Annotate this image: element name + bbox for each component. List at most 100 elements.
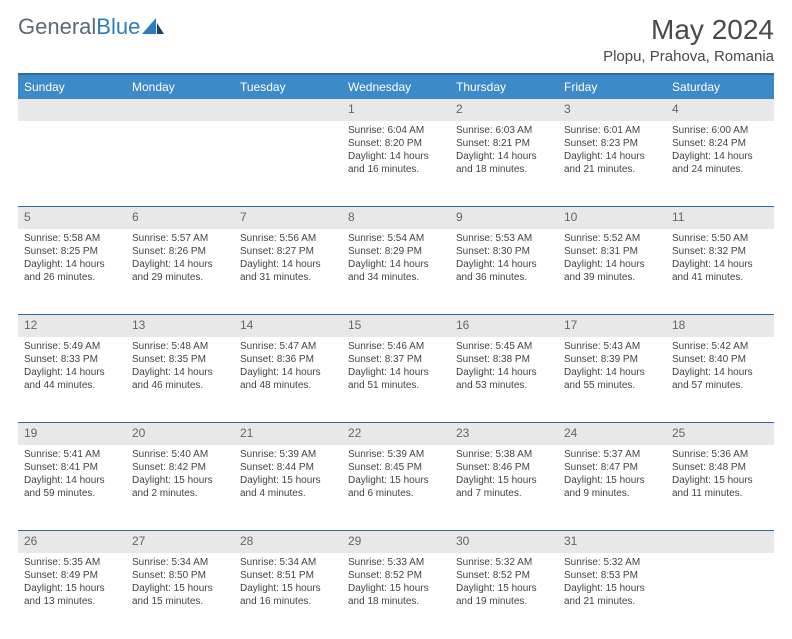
day-number: 9 bbox=[450, 207, 558, 229]
daylight-line: Daylight: 15 hours and 19 minutes. bbox=[456, 582, 552, 608]
day-cell: Sunrise: 5:43 AMSunset: 8:39 PMDaylight:… bbox=[558, 337, 666, 423]
brand-part2: Blue bbox=[96, 14, 140, 39]
sunrise-line: Sunrise: 5:42 AM bbox=[672, 340, 768, 353]
daylight-line: Daylight: 14 hours and 48 minutes. bbox=[240, 366, 336, 392]
day-number: 1 bbox=[342, 99, 450, 121]
content-row: Sunrise: 5:41 AMSunset: 8:41 PMDaylight:… bbox=[18, 445, 774, 531]
day-number: 3 bbox=[558, 99, 666, 121]
sunrise-line: Sunrise: 5:50 AM bbox=[672, 232, 768, 245]
day-cell: Sunrise: 5:41 AMSunset: 8:41 PMDaylight:… bbox=[18, 445, 126, 531]
daylight-line: Daylight: 15 hours and 18 minutes. bbox=[348, 582, 444, 608]
sunrise-line: Sunrise: 6:00 AM bbox=[672, 124, 768, 137]
calendar-table: SundayMondayTuesdayWednesdayThursdayFrid… bbox=[18, 75, 774, 639]
sunset-line: Sunset: 8:52 PM bbox=[456, 569, 552, 582]
sunrise-line: Sunrise: 5:54 AM bbox=[348, 232, 444, 245]
day-cell: Sunrise: 5:32 AMSunset: 8:53 PMDaylight:… bbox=[558, 553, 666, 639]
day-cell: Sunrise: 5:34 AMSunset: 8:51 PMDaylight:… bbox=[234, 553, 342, 639]
daynum-row: 567891011 bbox=[18, 207, 774, 229]
sunset-line: Sunset: 8:45 PM bbox=[348, 461, 444, 474]
dow-header: Saturday bbox=[666, 75, 774, 99]
location-text: Plopu, Prahova, Romania bbox=[603, 48, 774, 65]
sunset-line: Sunset: 8:36 PM bbox=[240, 353, 336, 366]
daylight-line: Daylight: 14 hours and 57 minutes. bbox=[672, 366, 768, 392]
calendar-body: 12 34 Sunrise: 6:04 AMSunset: 8:20 PM Dayl… bbox=[18, 99, 774, 639]
sunrise-line: Sunrise: 5:57 AM bbox=[132, 232, 228, 245]
day-cell bbox=[126, 121, 234, 207]
daylight-line: Daylight: 14 hours and 21 minutes. bbox=[564, 150, 660, 176]
sunset-line: Sunset: 8:47 PM bbox=[564, 461, 660, 474]
dow-header: Monday bbox=[126, 75, 234, 99]
daylight-line: Daylight: 14 hours and 44 minutes. bbox=[24, 366, 120, 392]
sunrise-line: Sunrise: 5:53 AM bbox=[456, 232, 552, 245]
sunset-line: Sunset: 8:31 PM bbox=[564, 245, 660, 258]
daylight-line: Daylight: 15 hours and 15 minutes. bbox=[132, 582, 228, 608]
day-number: 31 bbox=[558, 531, 666, 553]
day-cell: Sunrise: 5:48 AMSunset: 8:35 PMDaylight:… bbox=[126, 337, 234, 423]
daylight-line: Daylight: 14 hours and 31 minutes. bbox=[240, 258, 336, 284]
day-number: 4 bbox=[666, 99, 774, 121]
daylight-line: Daylight: 15 hours and 7 minutes. bbox=[456, 474, 552, 500]
sunset-line: Sunset: 8:52 PM bbox=[348, 569, 444, 582]
sunrise-line: Sunrise: 5:39 AM bbox=[240, 448, 336, 461]
sunrise-line: Sunrise: 6:04 AM bbox=[348, 124, 444, 137]
dow-row: SundayMondayTuesdayWednesdayThursdayFrid… bbox=[18, 75, 774, 99]
day-cell: Sunrise: 5:32 AMSunset: 8:52 PMDaylight:… bbox=[450, 553, 558, 639]
sunrise-line: Sunrise: 5:32 AM bbox=[456, 556, 552, 569]
sunrise-line: Sunrise: 5:47 AM bbox=[240, 340, 336, 353]
day-number: 22 bbox=[342, 423, 450, 445]
day-number: 14 bbox=[234, 315, 342, 337]
sunrise-line: Sunrise: 5:33 AM bbox=[348, 556, 444, 569]
day-cell: Sunrise: 5:47 AMSunset: 8:36 PMDaylight:… bbox=[234, 337, 342, 423]
day-number: 27 bbox=[126, 531, 234, 553]
day-number: 12 bbox=[18, 315, 126, 337]
dow-header: Sunday bbox=[18, 75, 126, 99]
dow-header: Wednesday bbox=[342, 75, 450, 99]
sunset-line: Sunset: 8:44 PM bbox=[240, 461, 336, 474]
sunset-line: Sunset: 8:39 PM bbox=[564, 353, 660, 366]
daylight-line: Daylight: 14 hours and 39 minutes. bbox=[564, 258, 660, 284]
brand-sail-icon bbox=[142, 18, 164, 36]
sunrise-line: Sunrise: 6:01 AM bbox=[564, 124, 660, 137]
sunrise-line: Sunrise: 5:34 AM bbox=[240, 556, 336, 569]
day-cell: Sunrise: 5:53 AMSunset: 8:30 PMDaylight:… bbox=[450, 229, 558, 315]
sunset-line: Sunset: 8:51 PM bbox=[240, 569, 336, 582]
day-number: 20 bbox=[126, 423, 234, 445]
daylight-line: Daylight: 14 hours and 29 minutes. bbox=[132, 258, 228, 284]
sunrise-line: Sunrise: 5:56 AM bbox=[240, 232, 336, 245]
sunset-line: Sunset: 8:20 PM bbox=[348, 137, 444, 150]
day-number bbox=[234, 99, 342, 121]
day-number: 10 bbox=[558, 207, 666, 229]
day-cell: Sunrise: 5:42 AMSunset: 8:40 PMDaylight:… bbox=[666, 337, 774, 423]
sunrise-line: Sunrise: 5:40 AM bbox=[132, 448, 228, 461]
daylight-line: Daylight: 14 hours and 36 minutes. bbox=[456, 258, 552, 284]
day-cell: Sunrise: 6:03 AMSunset: 8:21 PMDaylight:… bbox=[450, 121, 558, 207]
daylight-line: Daylight: 14 hours and 46 minutes. bbox=[132, 366, 228, 392]
day-number: 15 bbox=[342, 315, 450, 337]
day-cell: Sunrise: 5:39 AMSunset: 8:45 PMDaylight:… bbox=[342, 445, 450, 531]
day-cell: Sunrise: 5:58 AMSunset: 8:25 PMDaylight:… bbox=[18, 229, 126, 315]
day-number: 13 bbox=[126, 315, 234, 337]
daylight-line: Daylight: 14 hours and 18 minutes. bbox=[456, 150, 552, 176]
title-block: May 2024 Plopu, Prahova, Romania bbox=[603, 14, 774, 65]
day-cell: Sunrise: 5:45 AMSunset: 8:38 PMDaylight:… bbox=[450, 337, 558, 423]
day-number: 21 bbox=[234, 423, 342, 445]
sunrise-line: Sunrise: 5:32 AM bbox=[564, 556, 660, 569]
day-cell: Sunrise: 5:56 AMSunset: 8:27 PMDaylight:… bbox=[234, 229, 342, 315]
dow-header: Tuesday bbox=[234, 75, 342, 99]
daynum-row: 19202122232425 bbox=[18, 423, 774, 445]
sunrise-line: Sunrise: 5:34 AM bbox=[132, 556, 228, 569]
sunset-line: Sunset: 8:26 PM bbox=[132, 245, 228, 258]
daylight-line: Daylight: 14 hours and 59 minutes. bbox=[24, 474, 120, 500]
daylight-line: Daylight: 14 hours and 41 minutes. bbox=[672, 258, 768, 284]
sunrise-line: Sunrise: 5:37 AM bbox=[564, 448, 660, 461]
sunset-line: Sunset: 8:46 PM bbox=[456, 461, 552, 474]
sunrise-line: Sunrise: 5:45 AM bbox=[456, 340, 552, 353]
brand-text: GeneralBlue bbox=[18, 14, 140, 40]
dow-header: Friday bbox=[558, 75, 666, 99]
day-number: 24 bbox=[558, 423, 666, 445]
sunrise-line: Sunrise: 5:41 AM bbox=[24, 448, 120, 461]
day-cell: Sunrise: 5:57 AMSunset: 8:26 PMDaylight:… bbox=[126, 229, 234, 315]
sunrise-line: Sunrise: 5:46 AM bbox=[348, 340, 444, 353]
day-cell: Sunrise: 6:01 AMSunset: 8:23 PMDaylight:… bbox=[558, 121, 666, 207]
content-row: Sunrise: 5:58 AMSunset: 8:25 PMDaylight:… bbox=[18, 229, 774, 315]
